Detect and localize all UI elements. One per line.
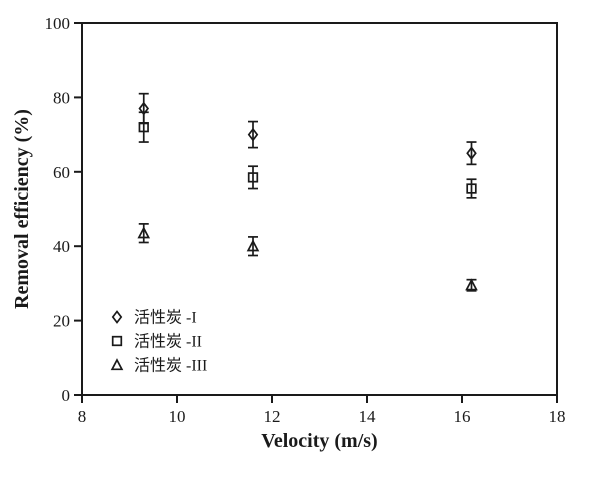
data-point-marker [466,146,477,161]
legend-label: 活性炭 -I [134,309,197,327]
data-point-marker [137,226,151,239]
y-tick-label: 80 [53,88,70,107]
data-point-marker [247,127,259,142]
plot-frame [81,22,558,396]
legend-marker-square [111,335,123,347]
y-tick-label: 40 [53,237,70,256]
data-point-marker [466,183,477,194]
y-tick-label: 0 [62,386,71,405]
data-point-marker [246,239,260,252]
x-tick-label: 8 [78,407,87,426]
legend-label: 活性炭 -II [134,333,202,351]
legend-marker-diamond [111,310,123,324]
legend-marker-triangle [110,358,124,371]
y-tick-label: 100 [45,14,71,33]
y-axis-label: Removal efficiency (%) [11,109,33,309]
x-tick-label: 18 [549,407,566,426]
y-tick-label: 60 [53,163,70,182]
data-point-marker [247,172,259,183]
x-tick-label: 12 [264,407,281,426]
legend-label: 活性炭 -III [134,357,207,375]
x-tick-label: 10 [169,407,186,426]
x-tick-label: 16 [454,407,471,426]
x-tick-label: 14 [359,407,377,426]
x-axis-label: Velocity (m/s) [261,430,377,452]
y-tick-label: 20 [53,312,70,331]
data-point-marker [465,278,478,291]
data-point-marker [138,122,149,133]
